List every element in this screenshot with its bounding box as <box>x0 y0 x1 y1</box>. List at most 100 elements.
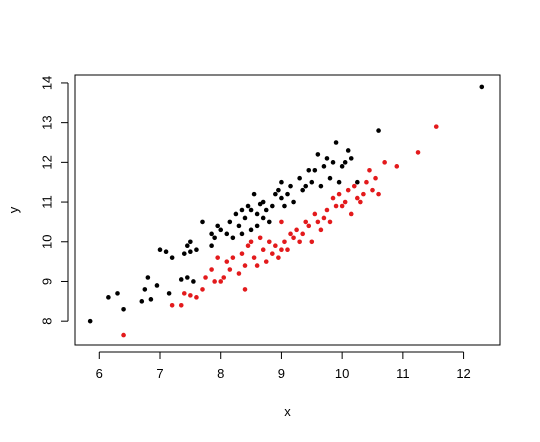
point-s2-6 <box>194 295 199 300</box>
point-s1-65 <box>324 156 330 161</box>
point-s1-60 <box>309 179 315 185</box>
point-s2-32 <box>279 247 284 253</box>
point-s1-24 <box>209 231 214 237</box>
point-s1-26 <box>215 223 220 229</box>
point-s1-21 <box>194 247 199 253</box>
point-s1-32 <box>236 223 242 229</box>
point-s1-76 <box>479 84 485 90</box>
y-axis-title: y <box>6 206 21 213</box>
point-s2-50 <box>330 195 336 201</box>
point-s2-28 <box>266 239 272 245</box>
point-s1-54 <box>288 183 293 189</box>
x-tick-label-0: 6 <box>96 366 103 381</box>
point-s2-45 <box>315 219 321 225</box>
point-s1-66 <box>327 175 333 181</box>
point-s1-70 <box>339 164 345 169</box>
point-s2-10 <box>212 279 217 284</box>
point-s2-44 <box>312 211 318 217</box>
point-s1-50 <box>279 179 284 185</box>
point-s1-59 <box>306 167 312 173</box>
point-s2-54 <box>342 199 348 205</box>
point-s2-35 <box>285 247 290 253</box>
x-tick-label-6: 12 <box>456 366 470 381</box>
point-s2-39 <box>297 239 302 245</box>
point-s1-55 <box>291 199 296 205</box>
y-tick-label-4: 12 <box>40 155 55 169</box>
point-s1-45 <box>263 207 269 213</box>
point-s2-26 <box>260 247 266 253</box>
point-s1-3 <box>115 291 120 296</box>
point-s1-22 <box>200 219 205 225</box>
point-s2-57 <box>351 183 357 189</box>
y-tick-label-0: 8 <box>40 318 55 325</box>
point-s1-36 <box>245 203 251 209</box>
point-s1-23 <box>209 243 214 249</box>
point-s2-61 <box>364 179 369 185</box>
point-s2-36 <box>288 231 293 237</box>
point-s1-64 <box>321 164 327 169</box>
point-s1-18 <box>188 249 193 254</box>
point-s2-31 <box>276 255 281 260</box>
point-s2-1 <box>121 332 126 338</box>
x-tick-label-3: 9 <box>278 366 285 381</box>
point-s1-41 <box>254 211 260 217</box>
point-s1-39 <box>251 191 257 197</box>
point-s2-47 <box>321 215 327 221</box>
point-s2-60 <box>361 191 366 197</box>
point-s2-4 <box>181 291 187 296</box>
point-s1-12 <box>166 291 172 296</box>
point-s2-9 <box>209 267 214 272</box>
point-s1-52 <box>282 203 287 209</box>
point-s1-74 <box>355 179 360 185</box>
point-s1-73 <box>348 156 354 161</box>
point-s2-24 <box>254 263 260 268</box>
point-s1-51 <box>279 195 284 201</box>
y-tick-label-6: 14 <box>40 76 55 90</box>
x-tick-label-2: 8 <box>217 366 224 381</box>
point-s2-43 <box>309 239 315 245</box>
y-tick-label-3: 11 <box>40 195 55 209</box>
point-s1-47 <box>270 203 275 209</box>
point-s1-13 <box>169 255 175 260</box>
point-s2-21 <box>245 243 251 249</box>
point-s1-49 <box>276 187 281 193</box>
data-points <box>87 84 485 338</box>
point-s2-16 <box>230 255 236 260</box>
point-s2-67 <box>394 164 400 169</box>
point-s1-10 <box>157 247 163 253</box>
y-tick-label-1: 9 <box>40 278 55 285</box>
point-s1-71 <box>342 160 348 165</box>
point-s1-4 <box>121 306 126 312</box>
point-s1-31 <box>233 211 239 217</box>
point-s2-41 <box>303 219 309 225</box>
point-s2-7 <box>200 287 205 292</box>
point-s1-56 <box>297 175 302 181</box>
point-s1-11 <box>163 249 169 254</box>
point-s2-2 <box>169 302 175 308</box>
point-s2-19 <box>242 287 248 292</box>
point-s1-67 <box>330 160 336 165</box>
point-s2-18 <box>239 251 245 256</box>
point-s1-34 <box>239 207 245 213</box>
point-s1-25 <box>212 235 217 241</box>
point-s1-7 <box>145 275 151 280</box>
point-s2-11 <box>215 255 220 260</box>
point-s1-16 <box>185 243 190 249</box>
y-tick-label-2: 10 <box>40 235 55 249</box>
point-s1-28 <box>224 231 230 237</box>
point-s1-20 <box>191 279 196 284</box>
point-s2-5 <box>188 293 193 298</box>
y-tick-label-5: 13 <box>40 115 55 129</box>
point-s2-55 <box>345 187 351 193</box>
point-s2-51 <box>333 203 339 209</box>
point-s1-19 <box>188 239 193 245</box>
point-s2-23 <box>251 255 257 260</box>
point-s2-13 <box>221 275 227 280</box>
point-s2-69 <box>433 124 439 129</box>
point-s1-15 <box>181 251 187 256</box>
point-s1-63 <box>318 183 324 189</box>
point-s1-69 <box>336 179 342 185</box>
point-s2-52 <box>336 191 342 197</box>
point-s1-29 <box>227 219 233 225</box>
